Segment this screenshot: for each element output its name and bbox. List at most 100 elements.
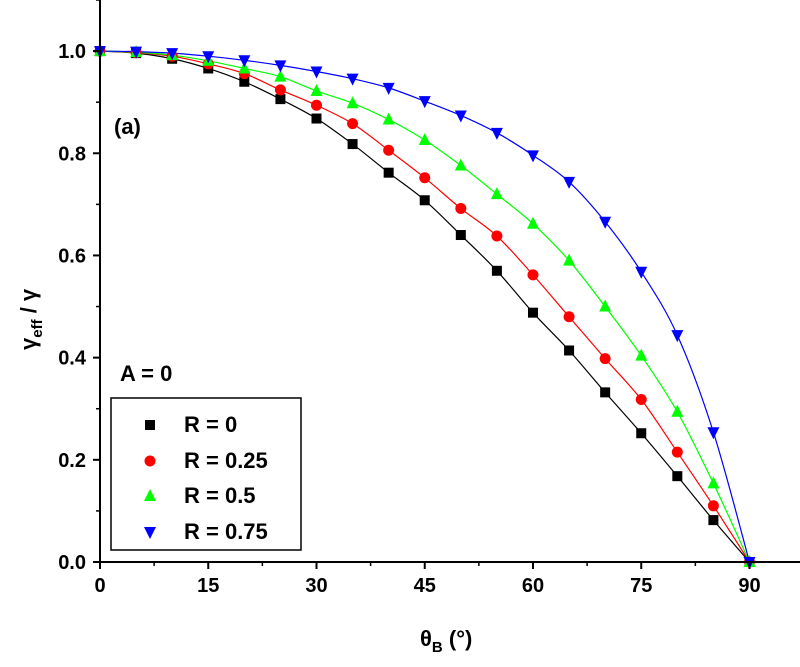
data-point-series-3 [635, 266, 648, 279]
legend-item-r075: R = 0.75 [144, 519, 268, 544]
legend-marker-r0 [145, 420, 155, 430]
data-point-series-2 [346, 96, 359, 109]
legend-marker-shape [144, 455, 156, 467]
y-axis-title-suffix: / γ [16, 288, 41, 319]
y-tick-label: 0.6 [58, 245, 86, 267]
x-axis-title-suffix: (°) [443, 626, 473, 651]
data-point-series-3 [238, 55, 251, 68]
data-point-series-1 [274, 84, 286, 96]
data-point-series-0 [491, 265, 502, 276]
data-point-series-0 [600, 387, 611, 398]
legend-marker-r05 [144, 489, 156, 501]
data-point-series-3 [310, 66, 323, 79]
data-point-series-2 [310, 83, 323, 96]
data-point-series-0 [275, 94, 286, 105]
data-point-series-0 [455, 230, 466, 241]
y-ticks: 0.0 0.2 0.4 0.6 0.8 1.0 [58, 0, 100, 574]
data-point-series-0 [311, 113, 322, 124]
legend-item-r05: R = 0.5 [144, 483, 256, 508]
y-tick-label: 0.2 [58, 450, 86, 472]
data-point-series-0 [419, 195, 430, 206]
data-point-series-0 [383, 167, 394, 178]
data-point-series-2 [707, 476, 720, 489]
data-point-series-2 [526, 216, 539, 229]
x-axis-title-main: θ [420, 626, 432, 651]
x-ticks: 0 15 30 45 60 75 90 [94, 562, 761, 597]
data-point-series-1 [671, 446, 683, 458]
data-markers [94, 44, 756, 569]
data-point-series-1 [563, 311, 575, 323]
legend-marker-shape [144, 489, 156, 501]
x-tick-label: 90 [738, 575, 760, 597]
data-point-series-3 [490, 127, 503, 140]
data-point-series-2 [274, 69, 287, 82]
data-point-series-3 [671, 330, 684, 343]
data-point-series-3 [418, 96, 431, 109]
data-point-series-0 [347, 139, 358, 150]
data-point-series-3 [130, 46, 143, 59]
legend-label-r0: R = 0 [184, 412, 237, 437]
data-point-series-3 [563, 176, 576, 189]
data-point-series-1 [383, 144, 395, 156]
x-tick-label: 15 [197, 575, 219, 597]
legend-box [110, 397, 302, 551]
data-point-series-2 [454, 158, 467, 171]
data-point-series-1 [310, 99, 322, 111]
data-point-series-3 [202, 51, 215, 64]
panel-label: (a) [114, 114, 141, 139]
legend-label-r05: R = 0.5 [184, 483, 256, 508]
data-point-series-0 [564, 345, 575, 356]
x-tick-label: 60 [522, 575, 544, 597]
x-axis-title: θB (°) [420, 626, 472, 656]
legend-item-r025: R = 0.25 [144, 448, 268, 473]
annotation-a: A = 0 [120, 361, 172, 386]
data-point-series-2 [635, 348, 648, 361]
data-point-series-1 [419, 172, 431, 184]
data-point-series-3 [346, 73, 359, 86]
data-point-series-2 [382, 112, 395, 125]
y-axis-title-sub: eff [29, 318, 46, 337]
data-point-series-1 [347, 118, 359, 130]
data-point-series-1 [599, 353, 611, 365]
data-point-series-3 [707, 427, 720, 440]
data-point-series-1 [527, 269, 539, 281]
data-point-series-2 [490, 187, 503, 200]
data-point-series-3 [382, 82, 395, 95]
x-tick-label: 30 [305, 575, 327, 597]
x-tick-label: 75 [630, 575, 652, 597]
y-tick-label: 0.4 [58, 348, 87, 370]
y-tick-label: 1.0 [58, 41, 86, 63]
legend-label-r075: R = 0.75 [184, 519, 268, 544]
data-point-series-2 [238, 61, 251, 74]
legend-item-r0: R = 0 [145, 412, 237, 437]
y-tick-label: 0.8 [58, 143, 86, 165]
data-point-series-2 [599, 299, 612, 312]
y-axis-title: γeff / γ [16, 288, 46, 350]
legend-label-r025: R = 0.25 [184, 448, 268, 473]
data-point-series-0 [636, 428, 647, 439]
data-point-series-0 [672, 471, 683, 482]
data-point-series-1 [707, 500, 719, 512]
y-tick-label: 0.0 [58, 552, 86, 574]
data-point-series-2 [418, 132, 431, 145]
data-point-series-1 [635, 394, 647, 406]
x-tick-label: 0 [94, 575, 105, 597]
data-point-series-2 [671, 404, 684, 417]
data-point-series-0 [708, 515, 719, 526]
data-point-series-2 [563, 253, 576, 266]
x-axis-title-sub: B [432, 639, 443, 656]
data-point-series-1 [455, 202, 467, 214]
legend-marker-r075 [144, 527, 156, 539]
legend-marker-r025 [144, 455, 156, 467]
x-tick-label: 45 [414, 575, 436, 597]
y-axis-title-main: γ [16, 337, 41, 350]
data-point-series-3 [454, 110, 467, 123]
data-point-series-3 [599, 216, 612, 229]
legend: R = 0 R = 0.25 R = 0.5 R = 0.75 [110, 397, 302, 551]
data-point-series-1 [491, 230, 503, 242]
legend-marker-shape [144, 527, 156, 539]
data-point-series-3 [274, 60, 287, 73]
data-point-series-0 [527, 307, 538, 318]
